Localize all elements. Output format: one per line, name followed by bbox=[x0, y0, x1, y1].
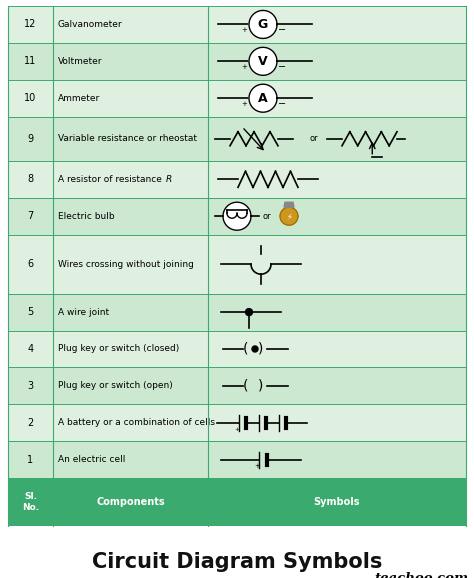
Text: +: + bbox=[241, 27, 247, 34]
Text: Electric bulb: Electric bulb bbox=[58, 212, 115, 221]
Text: 6: 6 bbox=[27, 259, 34, 269]
Text: A battery or a combination of cells: A battery or a combination of cells bbox=[58, 418, 215, 427]
Bar bbox=[8, 404, 466, 441]
Bar bbox=[8, 441, 466, 478]
Text: 2: 2 bbox=[27, 418, 34, 428]
Text: −: − bbox=[278, 62, 286, 72]
Text: or: or bbox=[263, 212, 272, 221]
Bar bbox=[8, 331, 466, 368]
Text: Symbols: Symbols bbox=[314, 497, 360, 507]
Polygon shape bbox=[284, 202, 294, 207]
Text: 3: 3 bbox=[27, 381, 34, 391]
Text: teachoo.com: teachoo.com bbox=[374, 572, 468, 578]
Text: Voltmeter: Voltmeter bbox=[58, 57, 102, 66]
Text: R: R bbox=[166, 175, 172, 184]
Text: Plug key or switch (open): Plug key or switch (open) bbox=[58, 381, 173, 390]
Bar bbox=[8, 161, 466, 198]
Text: Circuit Diagram Symbols: Circuit Diagram Symbols bbox=[92, 552, 382, 572]
Text: 10: 10 bbox=[24, 93, 36, 103]
Text: A resistor of resistance: A resistor of resistance bbox=[58, 175, 165, 184]
Text: Wires crossing without joining: Wires crossing without joining bbox=[58, 260, 194, 269]
Text: Variable resistance or rheostat: Variable resistance or rheostat bbox=[58, 134, 197, 143]
Text: 9: 9 bbox=[27, 134, 34, 144]
Bar bbox=[8, 80, 466, 117]
Bar bbox=[8, 368, 466, 404]
Text: +: + bbox=[254, 462, 260, 469]
Text: G: G bbox=[258, 18, 268, 31]
Text: A: A bbox=[258, 92, 268, 105]
Polygon shape bbox=[249, 10, 277, 39]
Polygon shape bbox=[249, 84, 277, 112]
Text: ): ) bbox=[258, 342, 264, 356]
Text: V: V bbox=[258, 55, 268, 68]
Text: Ammeter: Ammeter bbox=[58, 94, 100, 103]
Text: Plug key or switch (closed): Plug key or switch (closed) bbox=[58, 344, 179, 354]
Text: 5: 5 bbox=[27, 307, 34, 317]
Bar bbox=[8, 43, 466, 80]
Polygon shape bbox=[252, 346, 258, 352]
Text: 7: 7 bbox=[27, 211, 34, 221]
Text: −: − bbox=[278, 99, 286, 109]
Text: +: + bbox=[241, 101, 247, 107]
Bar bbox=[8, 294, 466, 331]
Text: 11: 11 bbox=[24, 56, 36, 66]
Polygon shape bbox=[249, 47, 277, 75]
Text: A wire joint: A wire joint bbox=[58, 307, 109, 317]
Polygon shape bbox=[246, 309, 253, 316]
Text: ): ) bbox=[258, 379, 264, 393]
Text: +: + bbox=[241, 64, 247, 71]
Bar bbox=[8, 198, 466, 235]
Text: −: − bbox=[278, 25, 286, 35]
Bar bbox=[8, 478, 466, 526]
Text: (: ( bbox=[243, 342, 248, 356]
Text: Galvanometer: Galvanometer bbox=[58, 20, 123, 29]
Polygon shape bbox=[223, 202, 251, 230]
Text: An electric cell: An electric cell bbox=[58, 455, 126, 464]
Bar bbox=[8, 235, 466, 294]
Text: ⚡: ⚡ bbox=[286, 213, 292, 222]
Bar bbox=[8, 6, 466, 43]
Bar bbox=[8, 117, 466, 161]
Polygon shape bbox=[280, 208, 298, 225]
Text: +: + bbox=[234, 427, 240, 432]
Text: Sl.
No.: Sl. No. bbox=[22, 492, 39, 512]
Text: 1: 1 bbox=[27, 455, 34, 465]
Text: 8: 8 bbox=[27, 175, 34, 184]
Text: 12: 12 bbox=[24, 20, 36, 29]
Text: (: ( bbox=[243, 379, 248, 393]
Text: or: or bbox=[310, 134, 319, 143]
Text: Components: Components bbox=[96, 497, 165, 507]
Text: 4: 4 bbox=[27, 344, 34, 354]
